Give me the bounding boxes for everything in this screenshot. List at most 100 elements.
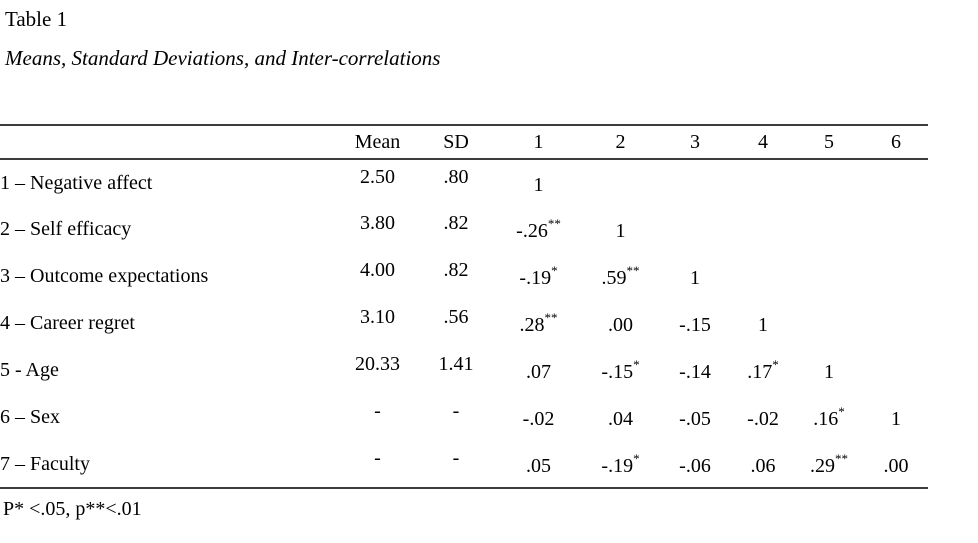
corr-cell-3: 1: [658, 253, 732, 300]
correlation-table: Mean SD 1 2 3 4 5 6 1 – Negative affect …: [0, 124, 928, 489]
corr-cell-6: 1: [864, 394, 928, 441]
sd-value: -: [452, 400, 460, 422]
mean-cell: 3.10: [337, 300, 418, 347]
sd-cell: -: [418, 441, 494, 488]
mean-value: 4.00: [360, 259, 395, 281]
corr-cell-1: .05: [494, 441, 583, 488]
corr-cell-6: .00: [864, 441, 928, 488]
corr-value: 1: [824, 361, 834, 384]
corr-value: 1: [891, 408, 901, 431]
table-number-title: Table 1: [5, 7, 68, 31]
corr-number: .00: [883, 454, 909, 477]
corr-number: .07: [526, 361, 551, 383]
mean-cell: 20.33: [337, 347, 418, 394]
corr-number: -.26: [516, 220, 548, 242]
corr-value: -.02: [747, 408, 779, 431]
corr-cell-1: -.02: [494, 394, 583, 441]
corr-cell-1: -.19*: [494, 253, 583, 300]
significance-footnote: P* <.05, p**<.01: [3, 498, 142, 520]
table-row: 6 – Sex - - -.02 .04 -.05 -.02 .16* 1: [0, 394, 928, 441]
mean-value: 3.80: [360, 212, 395, 234]
corr-cell-5: 1: [794, 347, 864, 394]
corr-number: 1: [533, 173, 544, 196]
corr-cell-4: [732, 159, 794, 206]
corr-value: .06: [751, 455, 776, 478]
corr-number: .28: [519, 314, 545, 336]
corr-value: -.15: [679, 314, 711, 337]
corr-number: .04: [608, 408, 633, 430]
table-row: 5 - Age 20.33 1.41 .07 -.15* -.14 .17* 1: [0, 347, 928, 394]
header-col-3: 3: [690, 130, 700, 153]
corr-value: .16*: [813, 405, 845, 431]
corr-value: 1: [758, 314, 768, 337]
corr-number: -.19: [519, 267, 552, 289]
corr-cell-3: [658, 159, 732, 206]
corr-number: 1: [690, 267, 700, 289]
corr-number: -.05: [679, 408, 711, 430]
table-row: 3 – Outcome expectations 4.00 .82 -.19* …: [0, 253, 928, 300]
table-body: 1 – Negative affect 2.50 .80 1 2 – Self …: [0, 159, 928, 488]
corr-number: -.19: [601, 454, 634, 477]
mean-value: 2.50: [360, 165, 395, 188]
sd-value: .82: [443, 259, 469, 281]
corr-cell-2: .59**: [583, 253, 658, 300]
corr-cell-5: .16*: [794, 394, 864, 441]
corr-cell-5: [794, 253, 864, 300]
corr-cell-5: [794, 159, 864, 206]
corr-value: .28**: [519, 311, 558, 337]
corr-number: -.02: [522, 408, 555, 430]
corr-number: -.15: [679, 314, 711, 336]
corr-cell-1: .28**: [494, 300, 583, 347]
mean-value: 3.10: [360, 306, 395, 328]
sd-value: 1.41: [438, 353, 474, 375]
mean-value: -: [374, 400, 381, 422]
corr-cell-5: [794, 206, 864, 253]
corr-number: .05: [526, 454, 551, 477]
table-row: 7 – Faculty - - .05 -.19* -.06 .06 .29**…: [0, 441, 928, 488]
sd-cell: .82: [418, 206, 494, 253]
corr-cell-6: [864, 300, 928, 347]
corr-value: -.15*: [601, 358, 639, 384]
significance-stars: *: [772, 357, 779, 373]
significance-stars: *: [838, 404, 845, 420]
mean-cell: 4.00: [337, 253, 418, 300]
corr-cell-2: [583, 159, 658, 206]
mean-value: 20.33: [355, 353, 400, 375]
corr-number: 1: [824, 361, 834, 383]
corr-cell-3: [658, 206, 732, 253]
corr-value: -.05: [679, 408, 711, 431]
corr-cell-4: [732, 253, 794, 300]
corr-value: .29**: [810, 452, 848, 478]
row-variable-label: 2 – Self efficacy: [0, 218, 132, 240]
corr-value: .00: [884, 455, 909, 478]
header-col-6: 6: [891, 130, 901, 153]
header-col-2: 2: [615, 130, 626, 153]
corr-value: .05: [526, 455, 551, 478]
header-mean: Mean: [354, 130, 401, 153]
corr-number: .06: [750, 454, 776, 477]
row-variable-label: 5 - Age: [0, 359, 59, 381]
corr-number: -.15: [601, 361, 634, 383]
corr-cell-3: -.06: [658, 441, 732, 488]
corr-cell-2: -.15*: [583, 347, 658, 394]
corr-cell-2: .04: [583, 394, 658, 441]
header-col-1: 1: [533, 130, 544, 153]
sd-cell: 1.41: [418, 347, 494, 394]
corr-cell-1: .07: [494, 347, 583, 394]
sd-value: .80: [443, 165, 469, 188]
corr-value: -.06: [679, 455, 711, 478]
corr-value: .00: [608, 314, 633, 337]
corr-number: 1: [758, 314, 768, 336]
corr-value: -.14: [679, 361, 711, 384]
sd-value: .82: [443, 212, 469, 234]
sd-cell: .82: [418, 253, 494, 300]
corr-cell-3: -.15: [658, 300, 732, 347]
corr-cell-6: [864, 206, 928, 253]
row-variable-label: 6 – Sex: [0, 406, 60, 428]
corr-cell-1: -.26**: [494, 206, 583, 253]
corr-cell-3: -.05: [658, 394, 732, 441]
table-row: 4 – Career regret 3.10 .56 .28** .00 -.1…: [0, 300, 928, 347]
corr-cell-6: [864, 253, 928, 300]
corr-value: .59**: [602, 264, 640, 290]
corr-value: -.02: [523, 408, 555, 431]
